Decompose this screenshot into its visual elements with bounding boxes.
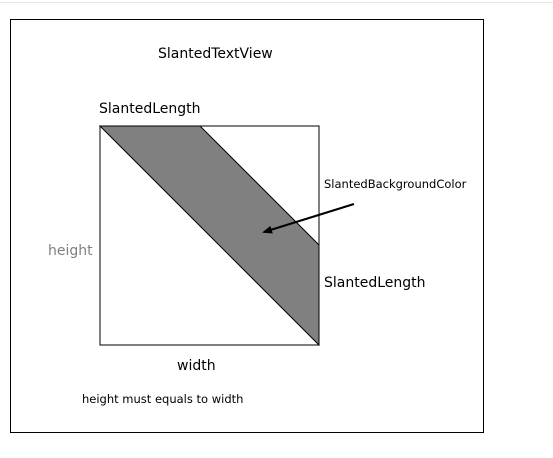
diagram-frame <box>10 19 484 433</box>
slanted-background-color-label: SlantedBackgroundColor <box>324 177 467 191</box>
slanted-length-top-label: SlantedLength <box>99 101 201 117</box>
pointer-arrow <box>262 203 355 234</box>
slanted-length-right-label: SlantedLength <box>324 275 426 291</box>
constraint-note: height must equals to width <box>82 392 244 406</box>
width-label: width <box>177 358 216 374</box>
top-divider-line <box>0 2 553 3</box>
height-label: height <box>48 243 93 259</box>
slanted-band <box>98 125 320 347</box>
diagram-title: SlantedTextView <box>158 46 273 62</box>
